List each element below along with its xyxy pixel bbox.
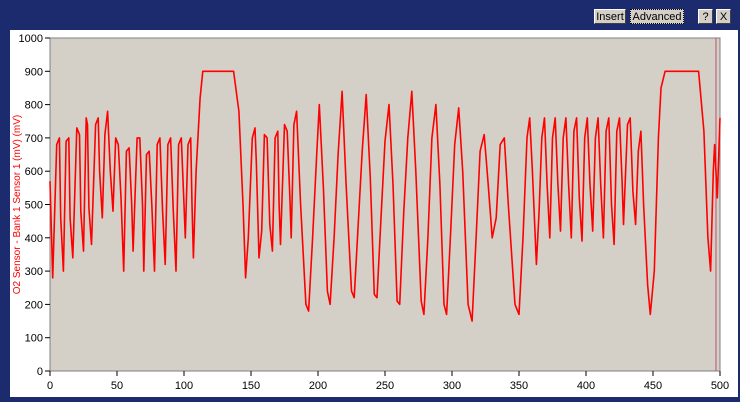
close-button[interactable]: X xyxy=(716,9,731,24)
y-tick-label: 500 xyxy=(25,200,43,212)
help-button[interactable]: ? xyxy=(698,9,713,24)
y-tick-label: 300 xyxy=(25,266,43,278)
x-tick-label: 400 xyxy=(577,380,595,392)
advanced-button[interactable]: Advanced xyxy=(630,9,684,24)
x-tick-label: 500 xyxy=(711,380,729,392)
x-tick-label: 0 xyxy=(47,380,53,392)
insert-button[interactable]: Insert xyxy=(594,9,626,24)
plot-area xyxy=(49,37,721,372)
x-tick-label: 100 xyxy=(175,380,193,392)
x-tick-label: 300 xyxy=(443,380,461,392)
x-axis: 0 50 100 150 200 250 300 350 400 450 500 xyxy=(47,371,729,392)
y-tick-label: 400 xyxy=(25,233,43,245)
x-tick-label: 50 xyxy=(111,380,123,392)
y-tick-label: 0 xyxy=(37,366,43,378)
x-tick-label: 450 xyxy=(644,380,662,392)
x-tick-label: 150 xyxy=(242,380,260,392)
chart-panel: 0 100 200 300 400 500 600 700 800 900 1000 0 50 100 1… xyxy=(10,30,738,397)
y-axis: 0 100 200 300 400 500 600 700 800 900 1000 xyxy=(19,33,50,378)
y-tick-label: 800 xyxy=(25,100,43,112)
y-tick-label: 700 xyxy=(25,133,43,145)
y-tick-label: 1000 xyxy=(19,33,43,45)
title-bar: Insert Advanced ? X xyxy=(0,0,740,30)
y-tick-label: 100 xyxy=(25,333,43,345)
sensor-chart: 0 100 200 300 400 500 600 700 800 900 1000 0 50 100 1… xyxy=(12,33,729,392)
y-axis-label: O2 Sensor - Bank 1 Sensor 1 (mV) (mV) xyxy=(12,115,23,295)
series-line xyxy=(49,70,721,322)
x-tick-label: 250 xyxy=(376,380,394,392)
x-tick-label: 200 xyxy=(309,380,327,392)
x-tick-label: 350 xyxy=(510,380,528,392)
y-tick-label: 600 xyxy=(25,166,43,178)
y-tick-label: 200 xyxy=(25,299,43,311)
y-tick-label: 900 xyxy=(25,66,43,78)
